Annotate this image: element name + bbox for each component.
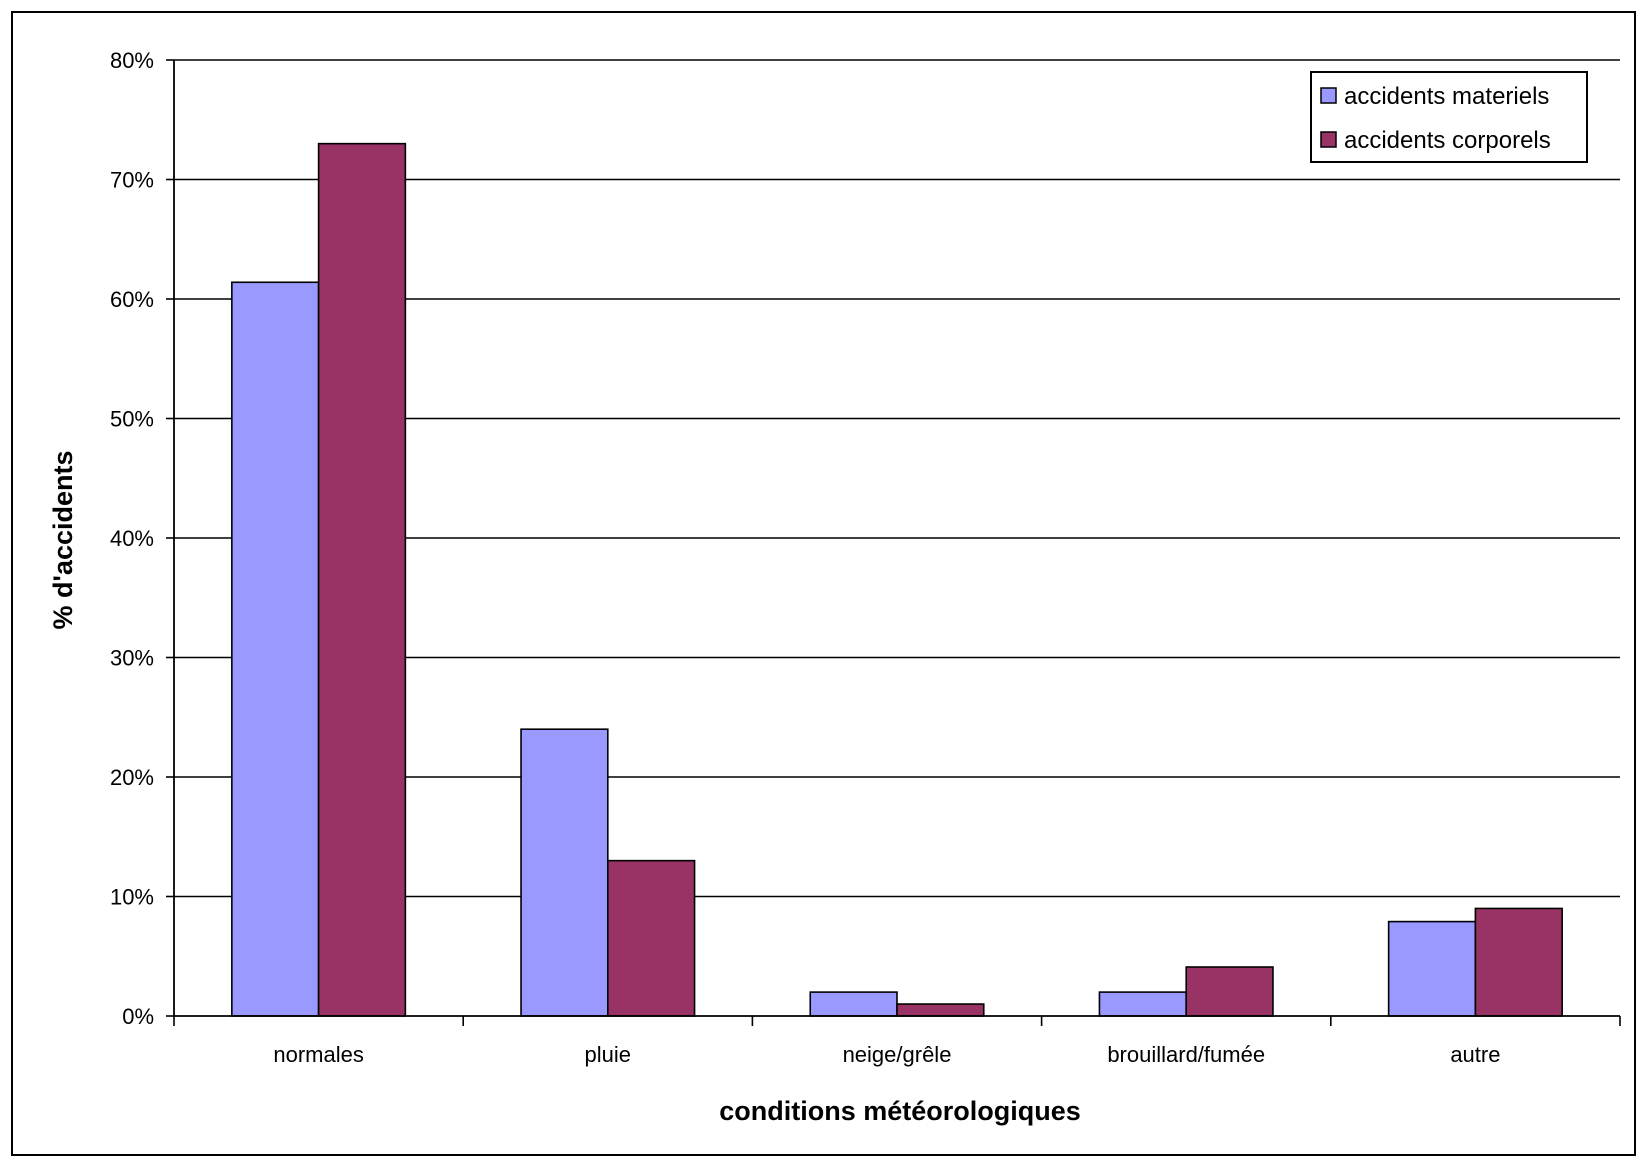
legend-swatch-materiels: [1320, 87, 1337, 104]
x-tick-label-0: normales: [273, 1042, 363, 1067]
bar-materiels-4: [1387, 920, 1477, 1017]
y-tick-label-20: 20%: [110, 765, 154, 790]
x-axis-title: conditions météorologiques: [719, 1096, 1081, 1126]
legend: accidents materiels accidents corporels: [1310, 71, 1588, 163]
x-tick-label-2: neige/grêle: [843, 1042, 952, 1067]
y-tick-label-10: 10%: [110, 885, 154, 910]
bar-corporels-2: [896, 1003, 985, 1017]
bar-materiels-1: [520, 728, 609, 1017]
y-tick-label-80: 80%: [110, 48, 154, 73]
x-tick-label-1: pluie: [585, 1042, 631, 1067]
y-tick-label-60: 60%: [110, 287, 154, 312]
bar-corporels-0: [317, 142, 407, 1017]
y-axis-title: % d'accidents: [48, 451, 78, 630]
y-tick-label-40: 40%: [110, 526, 154, 551]
legend-label-corporels: accidents corporels: [1344, 127, 1551, 154]
axes: [166, 59, 1621, 1026]
bar-materiels-3: [1098, 991, 1187, 1017]
bars: [231, 142, 1563, 1017]
y-tick-label-0: 0%: [122, 1004, 154, 1029]
tick-labels: 0% 10% 20% 30% 40% 50% 60% 70% 80% normales pluie n…: [110, 48, 1501, 1067]
bar-corporels-4: [1474, 907, 1563, 1017]
y-tick-label-50: 50%: [110, 407, 154, 432]
x-tick-label-4: autre: [1450, 1042, 1500, 1067]
bar-corporels-3: [1185, 966, 1274, 1017]
bar-materiels-0: [231, 281, 320, 1017]
y-tick-label-70: 70%: [110, 168, 154, 193]
legend-label-materiels: accidents materiels: [1344, 83, 1549, 110]
y-tick-label-30: 30%: [110, 646, 154, 671]
legend-swatch-corporels: [1320, 131, 1337, 148]
x-tick-label-3: brouillard/fumée: [1107, 1042, 1265, 1067]
legend-box: [1310, 71, 1588, 163]
bar-corporels-1: [606, 859, 696, 1017]
gridlines: [174, 59, 1620, 898]
bar-materiels-2: [809, 991, 898, 1017]
